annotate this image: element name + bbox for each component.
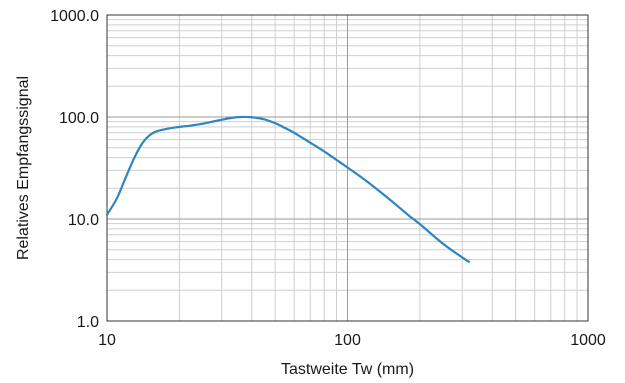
plot-frame — [106, 14, 589, 322]
x-tick-labels: 10 100 1000 — [98, 332, 606, 349]
x-axis-label: Tastweite Tw (mm) — [281, 361, 414, 378]
y-tick-label: 100.0 — [59, 110, 99, 127]
y-tick-label: 10.0 — [68, 212, 99, 229]
y-axis-label: Relatives Empfangssignal — [15, 76, 32, 260]
y-tick-label: 1000.0 — [50, 8, 99, 25]
x-tick-label: 100 — [334, 332, 361, 349]
series-layer — [105, 115, 471, 263]
y-tick-labels: 1.0 10.0 100.0 1000.0 — [50, 8, 99, 331]
y-tick-label: 1.0 — [77, 314, 99, 331]
x-tick-label: 10 — [98, 332, 116, 349]
x-tick-label: 1000 — [570, 332, 606, 349]
series-line-0 — [105, 115, 471, 263]
